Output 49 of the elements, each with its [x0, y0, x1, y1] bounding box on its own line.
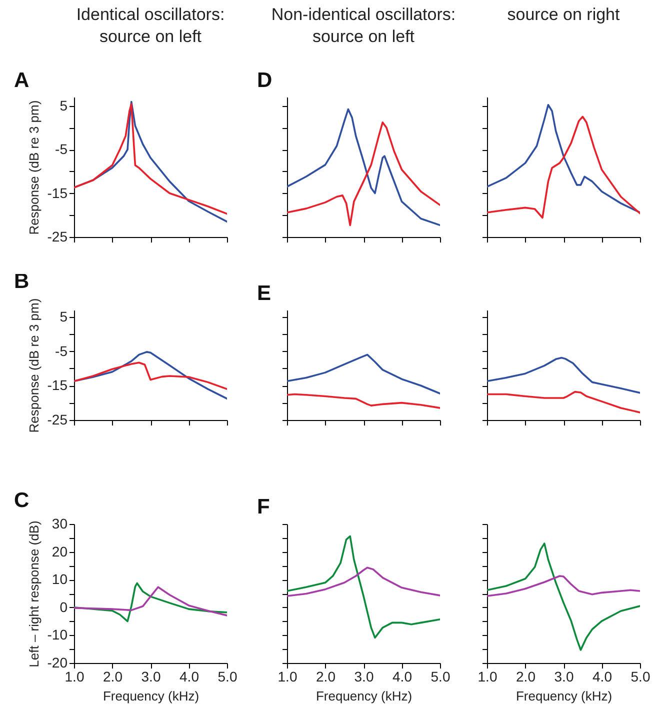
y-tick-label: -5: [55, 141, 68, 157]
y-axis-title: Left – right response (dB): [26, 520, 42, 668]
text: Identical oscillators:: [76, 4, 225, 26]
y-tick-label: -25: [47, 228, 68, 244]
chart-title: A: [14, 69, 30, 92]
y-tick-label: 5: [60, 308, 68, 324]
y-tick-label: -15: [47, 184, 68, 201]
line-series: [74, 362, 227, 390]
x-tick-label: 2.0: [103, 668, 123, 684]
x-tick-label: 5.0: [430, 668, 450, 684]
x-tick-label: 3.0: [141, 668, 161, 684]
chart-title: E: [257, 282, 272, 305]
line-series: [74, 351, 227, 400]
y-axis-title: Response (dB re 3 pm): [26, 100, 42, 235]
y-tick-label: 30: [52, 516, 68, 532]
y-tick-label: -25: [47, 412, 68, 428]
y-tick-label: -20: [47, 654, 68, 670]
source-note: source on right: [507, 4, 620, 26]
y-tick-label: -10: [47, 626, 68, 643]
x-tick-label: 3.0: [354, 668, 374, 684]
chart-title: D: [257, 69, 272, 92]
x-tick-label: 5.0: [630, 668, 650, 684]
y-tick-label: 5: [60, 97, 68, 114]
text: Non-identical oscillators:: [271, 4, 456, 26]
y-tick-label: 0: [60, 598, 68, 615]
source-note: source on left: [99, 26, 202, 48]
x-axis-title: Frequency (kHz): [516, 688, 612, 704]
x-tick-label: 1.0: [64, 668, 84, 684]
y-tick-label: 10: [52, 571, 68, 588]
x-axis-title: Frequency (kHz): [316, 688, 412, 704]
x-tick-label: 3.0: [554, 668, 574, 684]
source-note: source on left: [312, 26, 415, 48]
x-tick-label: 5.0: [218, 668, 238, 684]
x-tick-label: 4.0: [392, 668, 412, 684]
x-axis-title: Frequency (kHz): [102, 688, 200, 704]
y-tick-label: -5: [55, 342, 68, 359]
x-tick-label: 4.0: [180, 668, 200, 684]
line-series: [74, 582, 227, 622]
x-tick-label: 1.0: [478, 668, 498, 684]
y-tick-label: 20: [52, 543, 68, 560]
x-tick-label: 2.0: [316, 668, 336, 684]
line-series: [74, 586, 227, 616]
y-axis-title: Response (dB re 3 pm): [26, 298, 42, 433]
x-tick-label: 1.0: [278, 668, 298, 684]
chart-title: F: [257, 496, 270, 518]
chart-title: C: [14, 489, 30, 512]
y-tick-label: -15: [47, 377, 68, 394]
x-tick-label: 2.0: [516, 668, 536, 684]
x-tick-label: 4.0: [592, 668, 612, 684]
